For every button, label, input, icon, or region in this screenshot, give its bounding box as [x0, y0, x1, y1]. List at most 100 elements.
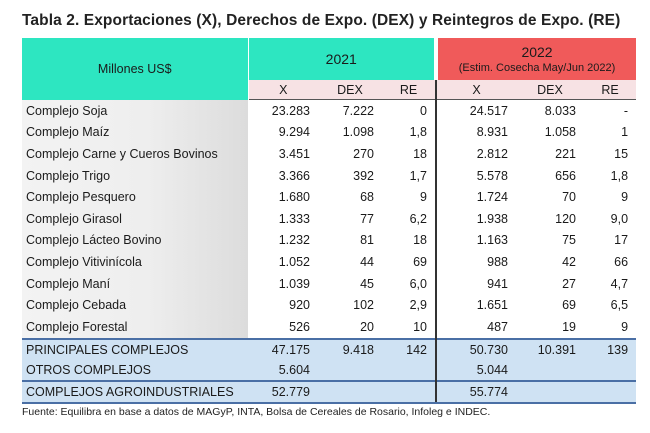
summary-cell-dex-2021	[318, 359, 382, 381]
cell-x-2022: 5.578	[476, 168, 508, 183]
summary-row: OTROS COMPLEJOS 5.604 5.044	[22, 359, 637, 381]
cell-dex-2021: 392	[353, 168, 374, 183]
summary-cell-x-2021: 5.604	[248, 359, 318, 381]
row-label: Complejo Girasol	[22, 207, 248, 230]
col-dex-2022: DEX	[516, 80, 584, 100]
cell-dex-2021: 81	[360, 233, 374, 248]
table-row: Complejo Girasol 1.333 77 6,2 1.938 120 9,0	[22, 207, 636, 230]
year-2022-header: 2022 (Estim. Cosecha May/Jun 2022)	[436, 38, 637, 80]
row-label: Complejo Forestal	[22, 315, 248, 339]
cell-re-2022: 9,0	[610, 211, 629, 226]
cell-re-2021: 9	[382, 186, 437, 208]
summary-cell-dex-2021	[318, 379, 382, 404]
cell-x-2022: 2.812	[476, 146, 508, 161]
summary-cell-x-2022: 55.774	[436, 379, 516, 404]
row-label: Complejo Maíz	[22, 121, 248, 144]
row-label: Complejo Lácteo Bovino	[22, 229, 248, 252]
row-label: Complejo Soja	[22, 99, 248, 122]
cell-x-2022: 487	[487, 319, 508, 334]
table-row: Complejo Lácteo Bovino 1.232 81 18 1.163 75 17	[22, 229, 636, 252]
cell-x-2022: 1.163	[476, 233, 508, 248]
cell-re-2021: 0	[382, 99, 437, 122]
col-re-2022: RE	[584, 80, 637, 100]
cell-re-2021: 18	[382, 229, 437, 252]
cell-dex-2022: 69	[562, 298, 576, 313]
summary-cell-dex-2022	[516, 379, 584, 404]
exports-table: Millones US$ 2021 2022 (Estim. Cosecha M…	[22, 38, 637, 404]
table-row: Complejo Trigo 3.366 392 1,7 5.578 656 1,8	[22, 164, 636, 187]
cell-dex-2022: 27	[562, 276, 576, 291]
summary-cell-x-2021: 52.779	[248, 379, 318, 404]
cell-x-2021: 1.680	[278, 190, 310, 205]
cell-re-2021: 69	[382, 251, 437, 273]
cell-re-2022: 1	[621, 125, 629, 140]
cell-re-2021: 2,9	[382, 294, 437, 316]
summary-label: OTROS COMPLEJOS	[22, 359, 248, 381]
year-2022-label: 2022	[521, 44, 553, 60]
cell-dex-2021: 20	[360, 319, 374, 334]
summary-cell-x-2022: 50.730	[436, 337, 516, 360]
year-2021-header: 2021	[248, 38, 438, 80]
table-row: Complejo Forestal 526 20 10 487 19 9	[22, 315, 636, 339]
cell-x-2021: 1.052	[278, 254, 310, 269]
cell-x-2021: 920	[289, 298, 310, 313]
summary-cell-re-2022	[584, 359, 637, 381]
cell-x-2022: 1.938	[476, 211, 508, 226]
table-body: Complejo Soja 23.283 7.222 0 24.517 8.033- Com…	[22, 99, 637, 404]
cell-x-2021: 9.294	[278, 125, 310, 140]
row-label: Complejo Trigo	[22, 164, 248, 187]
col-dex-2021: DEX	[318, 80, 382, 100]
cell-dex-2022: 656	[555, 168, 576, 183]
cell-re-2022: 66	[614, 254, 629, 269]
row-label: Complejo Cebada	[22, 294, 248, 316]
cell-dex-2021: 1.098	[342, 125, 374, 140]
cell-dex-2022: 70	[562, 190, 576, 205]
cell-x-2022: 1.724	[476, 190, 508, 205]
col-x-2022: X	[436, 80, 516, 100]
cell-x-2021: 3.366	[278, 168, 310, 183]
year-2022-note: (Estim. Cosecha May/Jun 2022)	[458, 62, 616, 74]
cell-x-2022: 988	[487, 254, 508, 269]
col-x-2021: X	[248, 80, 318, 100]
summary-cell-re-2021: 142	[382, 337, 437, 360]
cell-dex-2021: 102	[353, 298, 374, 313]
summary-row: COMPLEJOS AGROINDUSTRIALES 52.779 55.774	[22, 379, 637, 404]
cell-dex-2022: 120	[555, 211, 576, 226]
cell-re-2022: 4,7	[610, 276, 629, 291]
summary-cell-re-2022	[584, 379, 637, 404]
summary-cell-re-2022: 139	[584, 337, 637, 360]
cell-re-2021: 1,8	[382, 121, 437, 144]
unit-label: Millones US$	[22, 38, 249, 100]
cell-x-2022: 8.931	[476, 125, 508, 140]
table-row: Complejo Vitivinícola 1.052 44 69 988 42 66	[22, 251, 636, 273]
cell-x-2021: 1.039	[278, 276, 310, 291]
table-row: Complejo Maní 1.039 45 6,0 941 27 4,7	[22, 272, 636, 295]
summary-cell-dex-2022: 10.391	[516, 337, 584, 360]
table-row: Complejo Maíz 9.294 1.098 1,8 8.931 1.058 1	[22, 121, 636, 144]
cell-x-2021: 1.232	[278, 233, 310, 248]
summary-cell-x-2022: 5.044	[436, 359, 516, 381]
summary-cell-dex-2021: 9.418	[318, 337, 382, 360]
cell-dex-2021: 45	[360, 276, 374, 291]
cell-x-2021: 526	[289, 319, 310, 334]
cell-re-2021: 10	[382, 315, 437, 339]
cell-x-2022: 941	[487, 276, 508, 291]
cell-dex-2021: 44	[360, 254, 374, 269]
summary-cell-dex-2022	[516, 359, 584, 381]
cell-dex-2021: 68	[360, 190, 374, 205]
summary-cell-x-2021: 47.175	[248, 337, 318, 360]
cell-x-2021: 23.283	[271, 103, 310, 118]
cell-dex-2021: 270	[353, 146, 374, 161]
cell-re-2022: 9	[621, 319, 629, 334]
row-label: Complejo Carne y Cueros Bovinos	[22, 143, 248, 165]
row-label: Complejo Vitivinícola	[22, 251, 248, 273]
table-row: Complejo Carne y Cueros Bovinos 3.451 270 1…	[22, 143, 636, 165]
cell-dex-2022: 75	[562, 233, 576, 248]
table-row: Complejo Pesquero 1.680 68 9 1.724 70 9	[22, 186, 636, 208]
cell-re-2022: 1,8	[610, 168, 629, 183]
row-label: Complejo Pesquero	[22, 186, 248, 208]
table-row: Complejo Cebada 920 102 2,9 1.651 69 6,5	[22, 294, 636, 316]
cell-dex-2022: 1.058	[544, 125, 576, 140]
summary-cell-re-2021	[382, 359, 437, 381]
